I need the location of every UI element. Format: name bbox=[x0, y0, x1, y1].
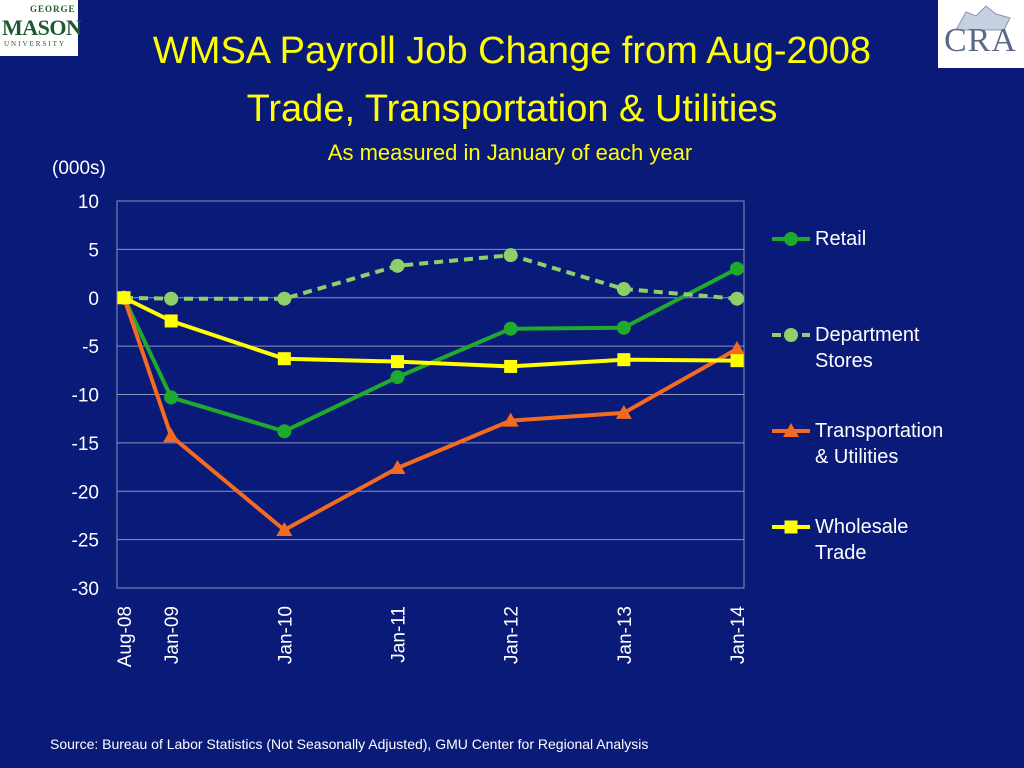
chart-subtitle-text: As measured in January of each year bbox=[327, 140, 693, 165]
x-tick-label: Jan-12 bbox=[502, 606, 523, 664]
data-point bbox=[730, 261, 744, 276]
data-point bbox=[730, 291, 744, 306]
data-point bbox=[390, 370, 405, 385]
legend-item-3: Wholesale Trade bbox=[772, 516, 908, 564]
map-icon bbox=[955, 5, 1011, 31]
x-tick-label: Jan-10 bbox=[275, 606, 296, 664]
x-tick-label: Jan-09 bbox=[162, 606, 183, 664]
x-tick-label: Aug-08 bbox=[115, 606, 136, 667]
data-point bbox=[729, 341, 745, 356]
data-point bbox=[389, 460, 406, 475]
data-point bbox=[164, 314, 178, 328]
data-point bbox=[502, 412, 519, 427]
data-point bbox=[117, 291, 131, 305]
y-tick-label: -15 bbox=[72, 434, 99, 455]
series-2 bbox=[116, 289, 745, 536]
series-1 bbox=[117, 248, 744, 306]
series-0 bbox=[117, 261, 744, 439]
legend-label: Stores bbox=[815, 350, 873, 372]
cra-logo: CRA bbox=[938, 0, 1024, 68]
x-axis-ticks: Aug-08 Jan-09 Jan-10 Jan-11 Jan-12 Jan-13 Jan-… bbox=[115, 606, 749, 668]
chart-subtitle: As measured in January of each year bbox=[0, 140, 1024, 166]
chart-series bbox=[116, 248, 745, 536]
y-tick-label: 0 bbox=[88, 289, 99, 310]
data-point bbox=[277, 291, 292, 306]
legend-item-0: Retail bbox=[772, 228, 866, 250]
source-note: Source: Bureau of Labor Statistics (Not … bbox=[50, 736, 649, 752]
chart-title-line2: Trade, Transportation & Utilities bbox=[246, 88, 778, 130]
legend-item-1: Department Stores bbox=[772, 324, 920, 372]
y-tick-label: 10 bbox=[78, 192, 99, 213]
gmu-logo-main: MASON bbox=[2, 15, 82, 40]
data-point bbox=[503, 248, 518, 263]
legend-label: Department bbox=[815, 324, 920, 346]
series-line bbox=[122, 297, 738, 532]
chart-legend: Retail Department Stores Transportation & Ut… bbox=[772, 228, 943, 564]
data-point bbox=[390, 355, 404, 369]
chart-grid bbox=[116, 200, 745, 589]
x-tick-label: Jan-13 bbox=[615, 606, 636, 664]
data-point bbox=[617, 353, 631, 367]
data-point bbox=[616, 282, 631, 297]
gmu-logo-top: GEORGE bbox=[30, 4, 76, 14]
legend-label: Wholesale bbox=[815, 516, 908, 538]
legend-swatch-marker bbox=[784, 232, 798, 246]
y-tick-label: -5 bbox=[82, 337, 99, 358]
gmu-logo: GEORGE MASON UNIVERSITY bbox=[0, 0, 82, 56]
series-3 bbox=[117, 291, 744, 373]
series-line bbox=[123, 296, 738, 369]
data-point bbox=[164, 390, 179, 405]
legend-swatch-marker bbox=[783, 423, 799, 437]
data-point bbox=[277, 352, 291, 366]
data-point bbox=[276, 521, 293, 536]
y-tick-label: -30 bbox=[72, 579, 99, 600]
legend-label: Transportation bbox=[815, 420, 943, 442]
data-point bbox=[390, 258, 405, 273]
data-point bbox=[277, 424, 292, 439]
data-point bbox=[730, 354, 744, 368]
series-line bbox=[122, 266, 738, 434]
y-tick-label: 5 bbox=[88, 240, 99, 261]
series-line bbox=[123, 253, 738, 301]
x-tick-label: Jan-11 bbox=[388, 606, 409, 663]
legend-label: & Utilities bbox=[815, 446, 898, 468]
data-point bbox=[503, 321, 518, 336]
data-point bbox=[163, 428, 180, 443]
cra-logo-text: CRA bbox=[944, 22, 1017, 59]
legend-label: Retail bbox=[815, 228, 866, 250]
legend-label: Trade bbox=[815, 542, 867, 564]
y-tick-label: -10 bbox=[72, 386, 99, 407]
data-point bbox=[616, 320, 631, 335]
gmu-logo-bottom: UNIVERSITY bbox=[4, 40, 66, 48]
data-point bbox=[504, 359, 518, 373]
x-tick-label: Jan-14 bbox=[728, 606, 749, 665]
data-point bbox=[164, 291, 179, 306]
chart-title: WMSA Payroll Job Change from Aug-2008 bbox=[152, 30, 872, 72]
legend-swatch-marker bbox=[784, 328, 798, 342]
legend-swatch-marker bbox=[784, 520, 798, 534]
data-point bbox=[615, 404, 632, 419]
y-axis-units: (000s) bbox=[52, 158, 106, 179]
legend-item-2: Transportation & Utilities bbox=[772, 420, 943, 468]
y-axis-ticks: 10 5 0 -5 -10 -15 -20 -25 -30 bbox=[72, 192, 99, 600]
y-tick-label: -20 bbox=[72, 482, 99, 503]
y-tick-label: -25 bbox=[72, 531, 99, 552]
